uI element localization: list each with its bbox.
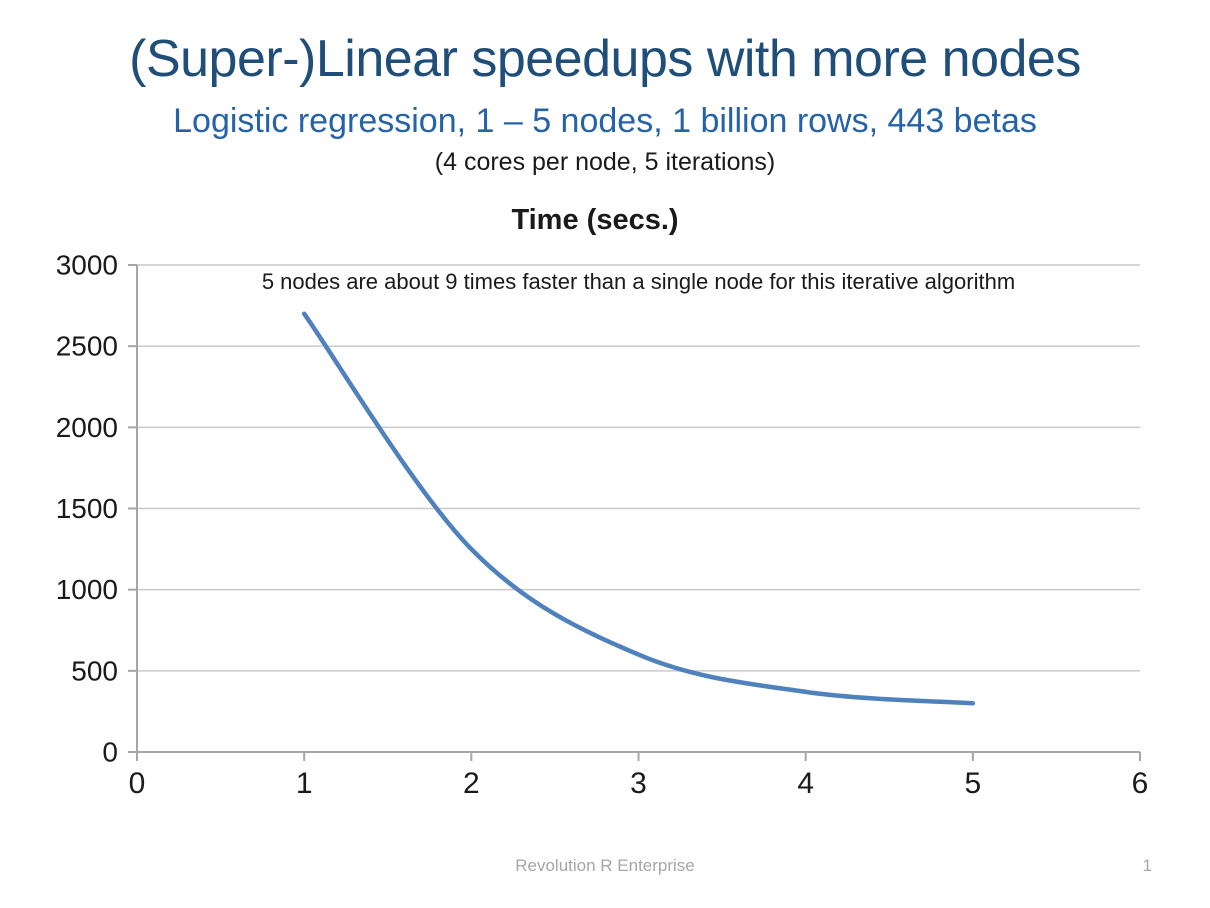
- y-tick-label: 2500: [56, 331, 118, 362]
- y-tick-label: 500: [71, 655, 118, 686]
- x-tick-label: 6: [1132, 767, 1149, 800]
- footer-text: Revolution R Enterprise: [515, 856, 695, 875]
- x-tick-label: 0: [129, 767, 146, 800]
- x-tick-label: 2: [463, 767, 480, 800]
- x-tick-label: 4: [797, 767, 814, 800]
- y-tick-label: 1500: [56, 493, 118, 524]
- page-number: 1: [1142, 856, 1152, 875]
- x-tick-label: 3: [630, 767, 647, 800]
- y-tick-label: 1000: [56, 574, 118, 605]
- chart-title: Time (secs.): [511, 204, 679, 236]
- slide-subtitle: Logistic regression, 1 – 5 nodes, 1 bill…: [173, 102, 1037, 140]
- y-tick-label: 2000: [56, 412, 118, 443]
- series-line: [301, 311, 976, 706]
- slide-subnote: (4 cores per node, 5 iterations): [434, 148, 776, 176]
- x-tick-label: 1: [296, 767, 313, 800]
- x-tick-label: 5: [964, 767, 981, 800]
- y-tick-label: 3000: [56, 250, 118, 281]
- chart-annotation: 5 nodes are about 9 times faster than a …: [261, 269, 1016, 294]
- y-tick-label: 0: [102, 737, 118, 768]
- slide-title: (Super-)Linear speedups with more nodes: [129, 30, 1081, 88]
